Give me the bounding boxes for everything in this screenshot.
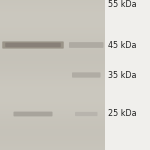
Text: 25 kDa: 25 kDa xyxy=(108,110,137,118)
FancyBboxPatch shape xyxy=(2,41,64,49)
FancyBboxPatch shape xyxy=(14,112,52,116)
FancyBboxPatch shape xyxy=(72,72,100,78)
Bar xyxy=(0,0,105,150)
Text: 35 kDa: 35 kDa xyxy=(108,70,136,80)
FancyBboxPatch shape xyxy=(69,42,103,48)
Text: 55 kDa: 55 kDa xyxy=(108,0,137,9)
FancyBboxPatch shape xyxy=(75,112,98,116)
Text: 45 kDa: 45 kDa xyxy=(108,40,136,50)
FancyBboxPatch shape xyxy=(5,43,61,47)
